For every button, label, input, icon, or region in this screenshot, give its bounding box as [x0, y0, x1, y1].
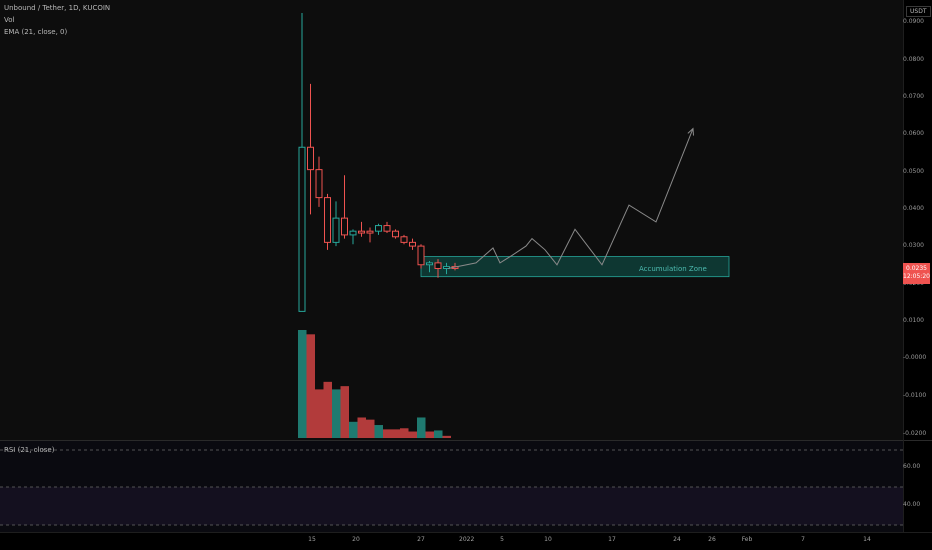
time-tick-label: Feb	[741, 536, 753, 543]
time-tick-label: 17	[608, 536, 616, 543]
candle-body	[349, 230, 357, 236]
volume-bar	[298, 330, 307, 438]
candle-body	[383, 225, 391, 232]
candle-body	[298, 146, 306, 312]
last-price-value: 0.0235	[906, 265, 927, 272]
volume-bar	[408, 431, 417, 438]
time-tick-label: 5	[500, 536, 504, 543]
time-tick-label: 24	[673, 536, 681, 543]
candle-body	[409, 241, 416, 247]
candle-body	[358, 230, 365, 234]
volume-bar	[425, 431, 434, 438]
candle-body	[366, 230, 374, 234]
candle-body	[426, 262, 433, 266]
time-tick-label: 2022	[459, 536, 475, 543]
last-price-badge: 0.0235 12:05:20	[903, 263, 930, 284]
volume-bar	[349, 421, 358, 438]
volume-bar	[366, 419, 375, 438]
volume-bar	[357, 417, 366, 438]
time-tick-label: 15	[308, 536, 316, 543]
volume-indicator-label[interactable]: Vol	[4, 16, 15, 24]
rsi-band	[0, 487, 903, 525]
volume-bar	[400, 428, 409, 438]
candle-body	[375, 225, 382, 232]
candle-body	[417, 245, 425, 266]
time-tick-label: 14	[863, 536, 871, 543]
price-tick-label: -0.0100	[903, 392, 927, 399]
candle-body	[315, 169, 323, 199]
rsi-tick-40: 40.00	[903, 501, 921, 508]
price-tick-label: 0.0900	[903, 18, 924, 25]
price-tick-label: 0.0600	[903, 130, 924, 137]
volume-bar	[391, 429, 400, 438]
price-tick-label: -0.0000	[903, 354, 927, 361]
projection-arrowhead	[687, 127, 695, 136]
time-tick-label: 10	[544, 536, 552, 543]
ema-indicator-label[interactable]: EMA (21, close, 0)	[4, 28, 68, 36]
volume-bar	[340, 386, 349, 438]
time-tick-label: 27	[417, 536, 425, 543]
candle-body	[307, 146, 314, 171]
projection-path[interactable]	[447, 128, 694, 269]
candle-body	[341, 217, 348, 236]
volume-bar	[306, 334, 315, 438]
rsi-indicator-label[interactable]: RSI (21, close)	[4, 446, 55, 454]
volume-bar	[315, 389, 324, 438]
volume-bar	[332, 389, 341, 438]
accumulation-zone-label: Accumulation Zone	[639, 265, 707, 273]
volume-bar	[374, 425, 383, 438]
volume-bar	[323, 381, 332, 438]
candle-body	[400, 236, 408, 243]
volume-bar	[417, 417, 426, 438]
price-tick-label: 0.0300	[903, 242, 924, 249]
volume-bar	[383, 429, 392, 438]
time-tick-label: 26	[708, 536, 716, 543]
price-tick-label: 0.0100	[903, 317, 924, 324]
countdown-timer: 12:05:20	[903, 273, 930, 280]
candle-body	[332, 217, 340, 243]
rsi-tick-60: 60.00	[903, 463, 921, 470]
price-tick-label: 0.0400	[903, 205, 924, 212]
candle-body	[324, 197, 331, 243]
symbol-title[interactable]: Unbound / Tether, 1D, KUCOIN	[4, 4, 111, 12]
price-tick-label: 0.0700	[903, 93, 924, 100]
main-pane[interactable]	[0, 0, 903, 440]
time-tick-label: 20	[352, 536, 360, 543]
candle-body	[392, 230, 399, 238]
price-tick-label: 0.0800	[903, 56, 924, 63]
currency-label[interactable]: USDT	[906, 6, 931, 17]
candle-body	[434, 262, 442, 269]
volume-bar	[442, 435, 451, 438]
volume-bar	[434, 430, 443, 438]
price-tick-label: -0.0200	[903, 430, 927, 437]
candle-body	[443, 266, 450, 269]
price-tick-label: 0.0500	[903, 168, 924, 175]
time-tick-label: 7	[801, 536, 805, 543]
